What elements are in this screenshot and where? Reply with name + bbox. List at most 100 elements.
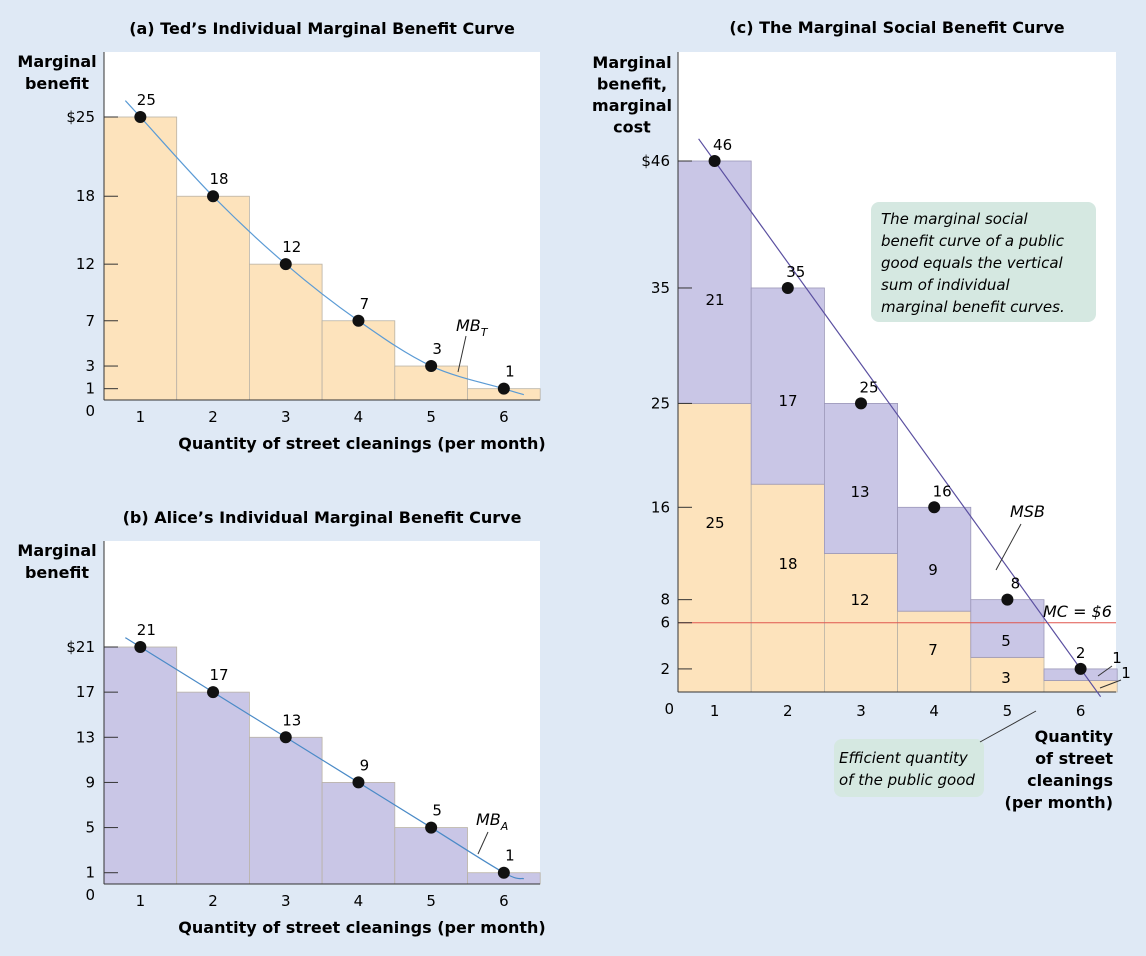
segment-label-ted-c-6: 1 bbox=[1121, 664, 1131, 682]
bar-ted-c-5 bbox=[970, 656, 1045, 693]
annotation-text: The marginal social benefit curve of a pu… bbox=[881, 210, 1065, 316]
msb-label-leader bbox=[995, 523, 1022, 571]
mb-curve-b bbox=[125, 637, 525, 880]
value-label-a-5: 3 bbox=[432, 340, 442, 358]
value-label-b-2: 17 bbox=[210, 666, 229, 684]
y-tick-label-b: $21 bbox=[66, 638, 95, 656]
curve-label-leader-a bbox=[457, 335, 467, 373]
y-axis-label-c: Marginal bbox=[592, 53, 671, 72]
y-tick-label-c: 16 bbox=[651, 498, 670, 516]
bar-ted-c-6 bbox=[1043, 680, 1118, 693]
chart-title-a: (a) Ted’s Individual Marginal Benefit Cu… bbox=[129, 19, 515, 38]
efficient-quantity-leader bbox=[979, 710, 1037, 743]
segment-label-alice-c-5: 5 bbox=[1001, 632, 1011, 650]
y-axis-label-b: benefit bbox=[25, 563, 89, 582]
segment-label-alice-c-3: 13 bbox=[850, 483, 869, 501]
total-label-c-4: 16 bbox=[933, 482, 952, 500]
y-tick-label-c: 25 bbox=[651, 394, 670, 412]
data-point-b-4 bbox=[352, 776, 365, 789]
x-tick-label-a: 2 bbox=[208, 408, 218, 426]
x-tick-label-b: 5 bbox=[426, 892, 436, 910]
data-point-b-1 bbox=[134, 641, 147, 653]
y-axis-label-b: Marginal bbox=[17, 541, 96, 560]
segment-label-ted-c-3: 12 bbox=[850, 591, 869, 609]
origin-label-a: 0 bbox=[85, 402, 95, 420]
y-tick-label-c: 6 bbox=[660, 614, 670, 632]
y-tick-label-a: 3 bbox=[85, 357, 95, 375]
value-label-a-2: 18 bbox=[210, 170, 229, 188]
segment-label-alice-c-4: 9 bbox=[928, 561, 938, 579]
total-label-c-5: 8 bbox=[1011, 575, 1021, 593]
y-tick-label-c: 35 bbox=[651, 279, 670, 297]
y-tick-label-a: 7 bbox=[85, 312, 95, 330]
value-label-a-3: 12 bbox=[282, 238, 301, 256]
bar-a-4 bbox=[321, 320, 396, 401]
x-axis-label-c: cleanings bbox=[1027, 771, 1113, 790]
chart-title-b: (b) Alice’s Individual Marginal Benefit … bbox=[123, 508, 522, 527]
total-label-c-1: 46 bbox=[713, 136, 732, 154]
y-tick-label-b: 13 bbox=[76, 728, 95, 746]
segment-leader-alice-c-6 bbox=[1097, 665, 1113, 677]
x-tick-label-c: 1 bbox=[710, 702, 720, 720]
bar-alice-c-2 bbox=[750, 287, 825, 485]
y-tick-label-c: $46 bbox=[641, 152, 670, 170]
value-label-b-6: 1 bbox=[505, 847, 515, 865]
origin-label-c: 0 bbox=[664, 700, 674, 718]
y-axis-label-c: benefit, bbox=[597, 75, 667, 94]
x-tick-label-b: 1 bbox=[136, 892, 146, 910]
data-point-c-2 bbox=[781, 281, 794, 294]
data-point-c-6 bbox=[1074, 662, 1087, 675]
bar-alice-c-5 bbox=[970, 599, 1045, 658]
x-tick-label-c: 6 bbox=[1076, 702, 1086, 720]
segment-leader-ted-c-6 bbox=[1099, 679, 1122, 689]
value-label-b-3: 13 bbox=[282, 711, 301, 729]
curve-label-leader-b bbox=[477, 831, 489, 855]
bar-ted-c-1 bbox=[677, 403, 752, 693]
x-tick-label-a: 5 bbox=[426, 408, 436, 426]
x-tick-label-b: 3 bbox=[281, 892, 291, 910]
x-tick-label-b: 2 bbox=[208, 892, 218, 910]
mc-label: MC = $6 bbox=[1043, 602, 1112, 621]
data-point-b-2 bbox=[207, 686, 220, 699]
y-tick-label-c: 2 bbox=[660, 660, 670, 678]
mb-curve-a bbox=[124, 100, 525, 396]
msb-curve bbox=[698, 138, 1102, 698]
segment-label-ted-c-1: 25 bbox=[705, 514, 724, 532]
segment-label-alice-c-6: 1 bbox=[1112, 649, 1122, 667]
data-point-c-4 bbox=[928, 501, 941, 514]
bar-ted-c-2 bbox=[750, 483, 825, 693]
bar-ted-c-4 bbox=[897, 610, 972, 693]
data-point-a-4 bbox=[352, 314, 365, 327]
x-tick-label-a: 6 bbox=[499, 408, 509, 426]
segment-label-alice-c-2: 17 bbox=[778, 392, 797, 410]
data-point-b-6 bbox=[497, 866, 510, 879]
bar-b-5 bbox=[394, 827, 468, 885]
x-tick-label-a: 1 bbox=[136, 408, 146, 426]
efficient-quantity-text: Efficient quantity of the public good bbox=[839, 749, 975, 789]
bar-b-1 bbox=[103, 646, 178, 885]
value-label-a-1: 25 bbox=[137, 91, 156, 109]
bar-alice-c-1 bbox=[677, 160, 752, 404]
segment-label-ted-c-5: 3 bbox=[1001, 669, 1011, 687]
chart-title-c: (c) The Marginal Social Benefit Curve bbox=[729, 18, 1064, 37]
y-tick-label-a: 18 bbox=[76, 187, 95, 205]
value-label-a-4: 7 bbox=[360, 295, 370, 313]
x-axis-label-b: Quantity of street cleanings (per month) bbox=[178, 918, 545, 937]
value-label-b-1: 21 bbox=[137, 621, 156, 639]
x-tick-label-a: 4 bbox=[354, 408, 364, 426]
bar-a-1 bbox=[103, 116, 178, 401]
annotation-box bbox=[871, 202, 1096, 322]
y-tick-label-a: 12 bbox=[76, 255, 95, 273]
data-point-a-3 bbox=[279, 258, 292, 271]
efficient-quantity-box bbox=[834, 739, 984, 797]
x-tick-label-a: 3 bbox=[281, 408, 291, 426]
value-label-b-4: 9 bbox=[360, 756, 370, 774]
x-tick-label-c: 3 bbox=[856, 702, 866, 720]
data-point-a-5 bbox=[425, 360, 438, 373]
y-axis-label-c: cost bbox=[613, 118, 651, 137]
bar-a-2 bbox=[176, 195, 250, 401]
curve-label-b: MBA bbox=[476, 810, 508, 833]
value-label-b-5: 5 bbox=[432, 802, 442, 820]
origin-label-b: 0 bbox=[85, 886, 95, 904]
